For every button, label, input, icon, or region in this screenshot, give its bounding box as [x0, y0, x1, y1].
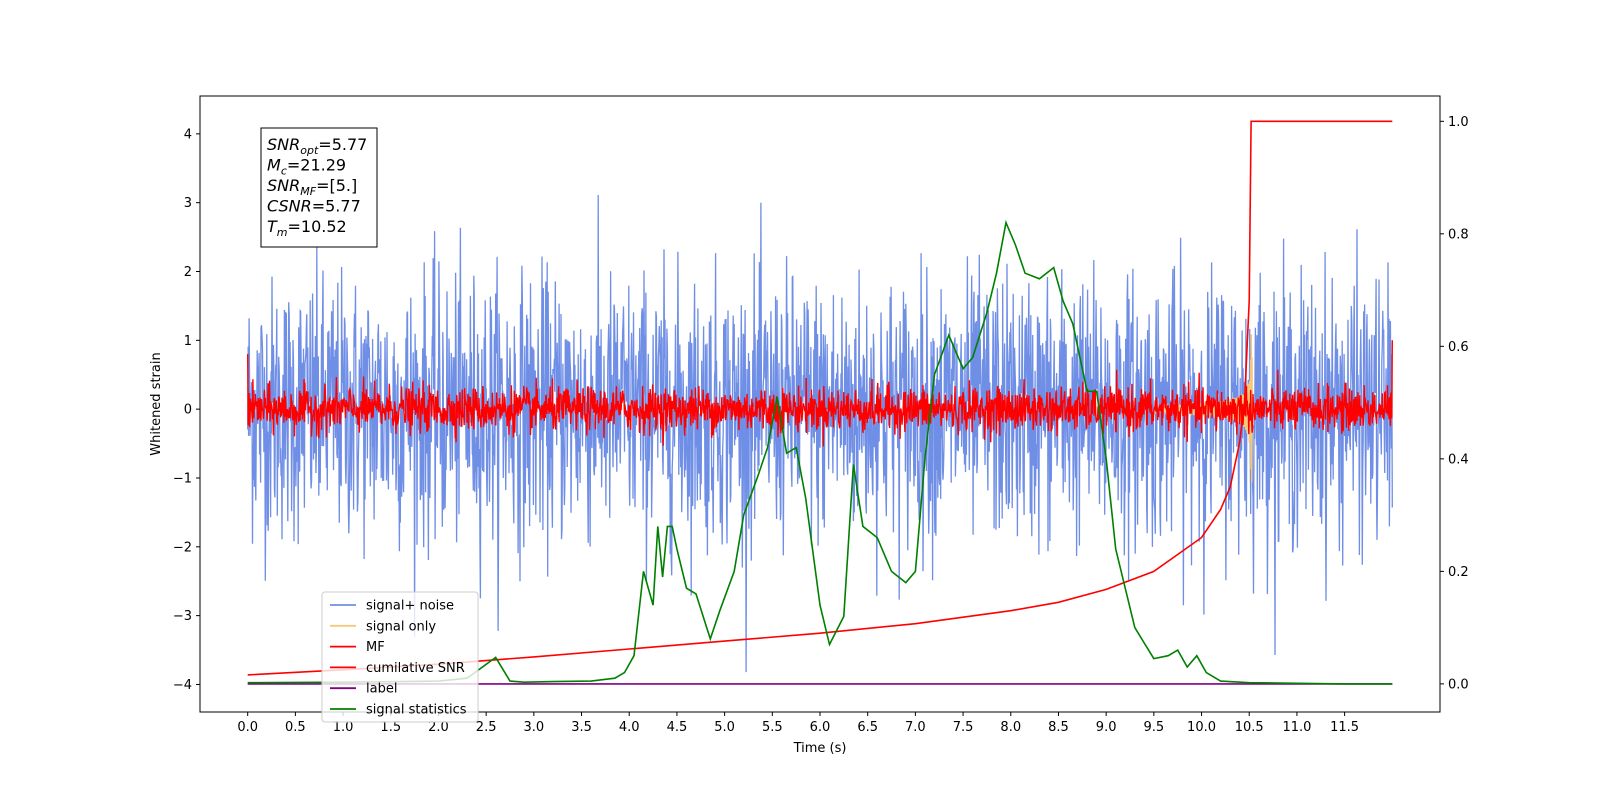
mf-line — [247, 340, 1394, 447]
x-tick-label: 8.0 — [1000, 720, 1021, 735]
x-tick-label: 10.0 — [1187, 720, 1216, 735]
y-right-tick-label: 0.6 — [1448, 340, 1469, 355]
mf-series — [247, 340, 1394, 447]
y-tick-label: −1 — [173, 471, 192, 486]
x-tick-label: 11.5 — [1330, 720, 1359, 735]
y-right-tick-label: 0.8 — [1448, 227, 1469, 242]
signal-statistics-series — [247, 219, 1393, 685]
annotation-frame — [260, 127, 378, 248]
x-tick-label: 4.5 — [667, 720, 688, 735]
y-right-tick-label: 0.4 — [1448, 452, 1469, 467]
x-tick-label: 9.0 — [1096, 720, 1117, 735]
x-tick-label: 10.5 — [1235, 720, 1264, 735]
legend-label: signal+ noise — [366, 599, 454, 614]
y-axis-label: Whitened strain — [149, 352, 164, 455]
x-tick-label: 5.0 — [714, 720, 735, 735]
annotation-box: SNRopt=5.77Mc=21.29SNRMF=[5.]CSNR=5.77Tm… — [260, 127, 378, 248]
cumulative-snr-line — [247, 120, 1393, 676]
y-right-tick-label: 1.0 — [1448, 115, 1469, 130]
y-tick-label: 3 — [184, 196, 192, 211]
x-tick-label: 3.0 — [524, 720, 545, 735]
cumulative-snr-series — [247, 120, 1393, 676]
x-tick-label: 5.5 — [762, 720, 783, 735]
y-axis-left: −4 −3 −2 −1 0 1 2 3 4 — [173, 127, 200, 693]
y-tick-label: −4 — [173, 678, 192, 693]
y-right-tick-label: 0.2 — [1448, 565, 1469, 580]
x-tick-label: 6.5 — [857, 720, 878, 735]
legend-label: label — [366, 682, 397, 697]
annotation-line: Tm=10.52 — [267, 217, 347, 239]
legend-label: signal statistics — [366, 703, 467, 718]
signal-statistics-line — [247, 219, 1393, 685]
y-tick-label: 0 — [184, 403, 192, 418]
x-tick-label: 1.0 — [333, 720, 354, 735]
y-tick-label: 4 — [184, 127, 192, 142]
x-tick-label: 4.0 — [619, 720, 640, 735]
x-tick-label: 1.5 — [380, 720, 401, 735]
y-tick-label: 1 — [184, 334, 192, 349]
x-tick-label: 9.5 — [1144, 720, 1165, 735]
signal-noise-series — [247, 194, 1393, 673]
legend-frame — [321, 591, 479, 723]
x-tick-label: 8.5 — [1048, 720, 1069, 735]
y-tick-label: −3 — [173, 609, 192, 624]
annotation-line: SNRMF=[5.] — [267, 176, 357, 198]
annotation-line: Mc=21.29 — [267, 156, 346, 178]
x-tick-label: 2.5 — [476, 720, 497, 735]
annotation-line: CSNR=5.77 — [267, 197, 361, 216]
x-tick-label: 2.0 — [428, 720, 449, 735]
x-axis: 0.0 0.5 1.0 1.5 2.0 2.5 3.0 3.5 4.0 4.5 5.0 5.5 6.0 6… — [237, 712, 1359, 735]
x-tick-label: 0.5 — [285, 720, 306, 735]
y-tick-label: 2 — [184, 265, 192, 280]
legend: signal+ noise signal only MF cumilative SNR… — [321, 591, 479, 723]
annotation-line: SNRopt=5.77 — [267, 135, 367, 157]
legend-label: signal only — [366, 619, 436, 634]
x-tick-label: 7.5 — [953, 720, 974, 735]
signal-noise-line — [247, 194, 1393, 673]
x-tick-label: 0.0 — [237, 720, 258, 735]
x-tick-label: 11.0 — [1282, 720, 1311, 735]
legend-label: cumilative SNR — [366, 661, 465, 676]
x-tick-label: 3.5 — [571, 720, 592, 735]
legend-label: MF — [366, 640, 385, 655]
x-tick-label: 6.0 — [810, 720, 831, 735]
y-tick-label: −2 — [173, 540, 192, 555]
x-tick-label: 7.0 — [905, 720, 926, 735]
y-right-tick-label: 0.0 — [1448, 677, 1469, 692]
y-axis-right: 0.0 0.2 0.4 0.6 0.8 1.0 — [1440, 115, 1469, 692]
x-axis-label: Time (s) — [793, 741, 847, 756]
